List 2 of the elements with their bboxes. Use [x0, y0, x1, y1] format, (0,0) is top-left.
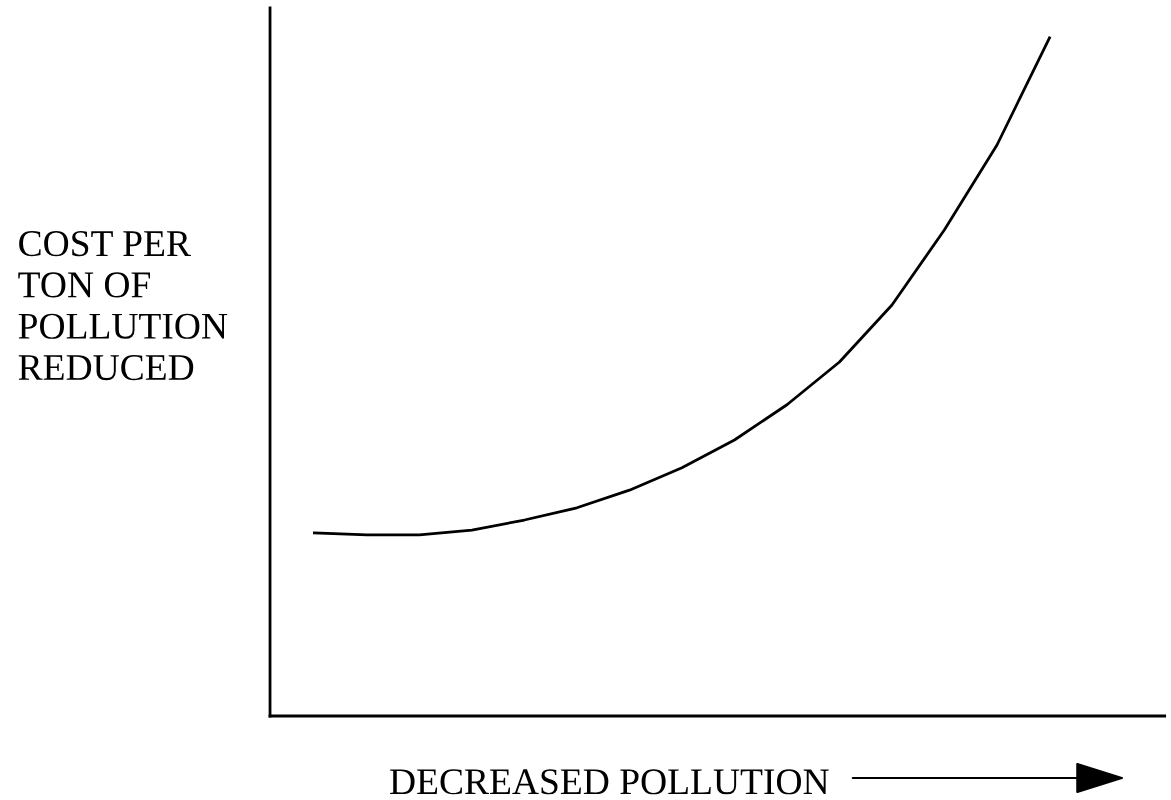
x-axis-title: DECREASED POLLUTION: [390, 769, 829, 795]
y-axis-title: COST PER TON OF POLLUTION REDUCED: [18, 231, 228, 381]
